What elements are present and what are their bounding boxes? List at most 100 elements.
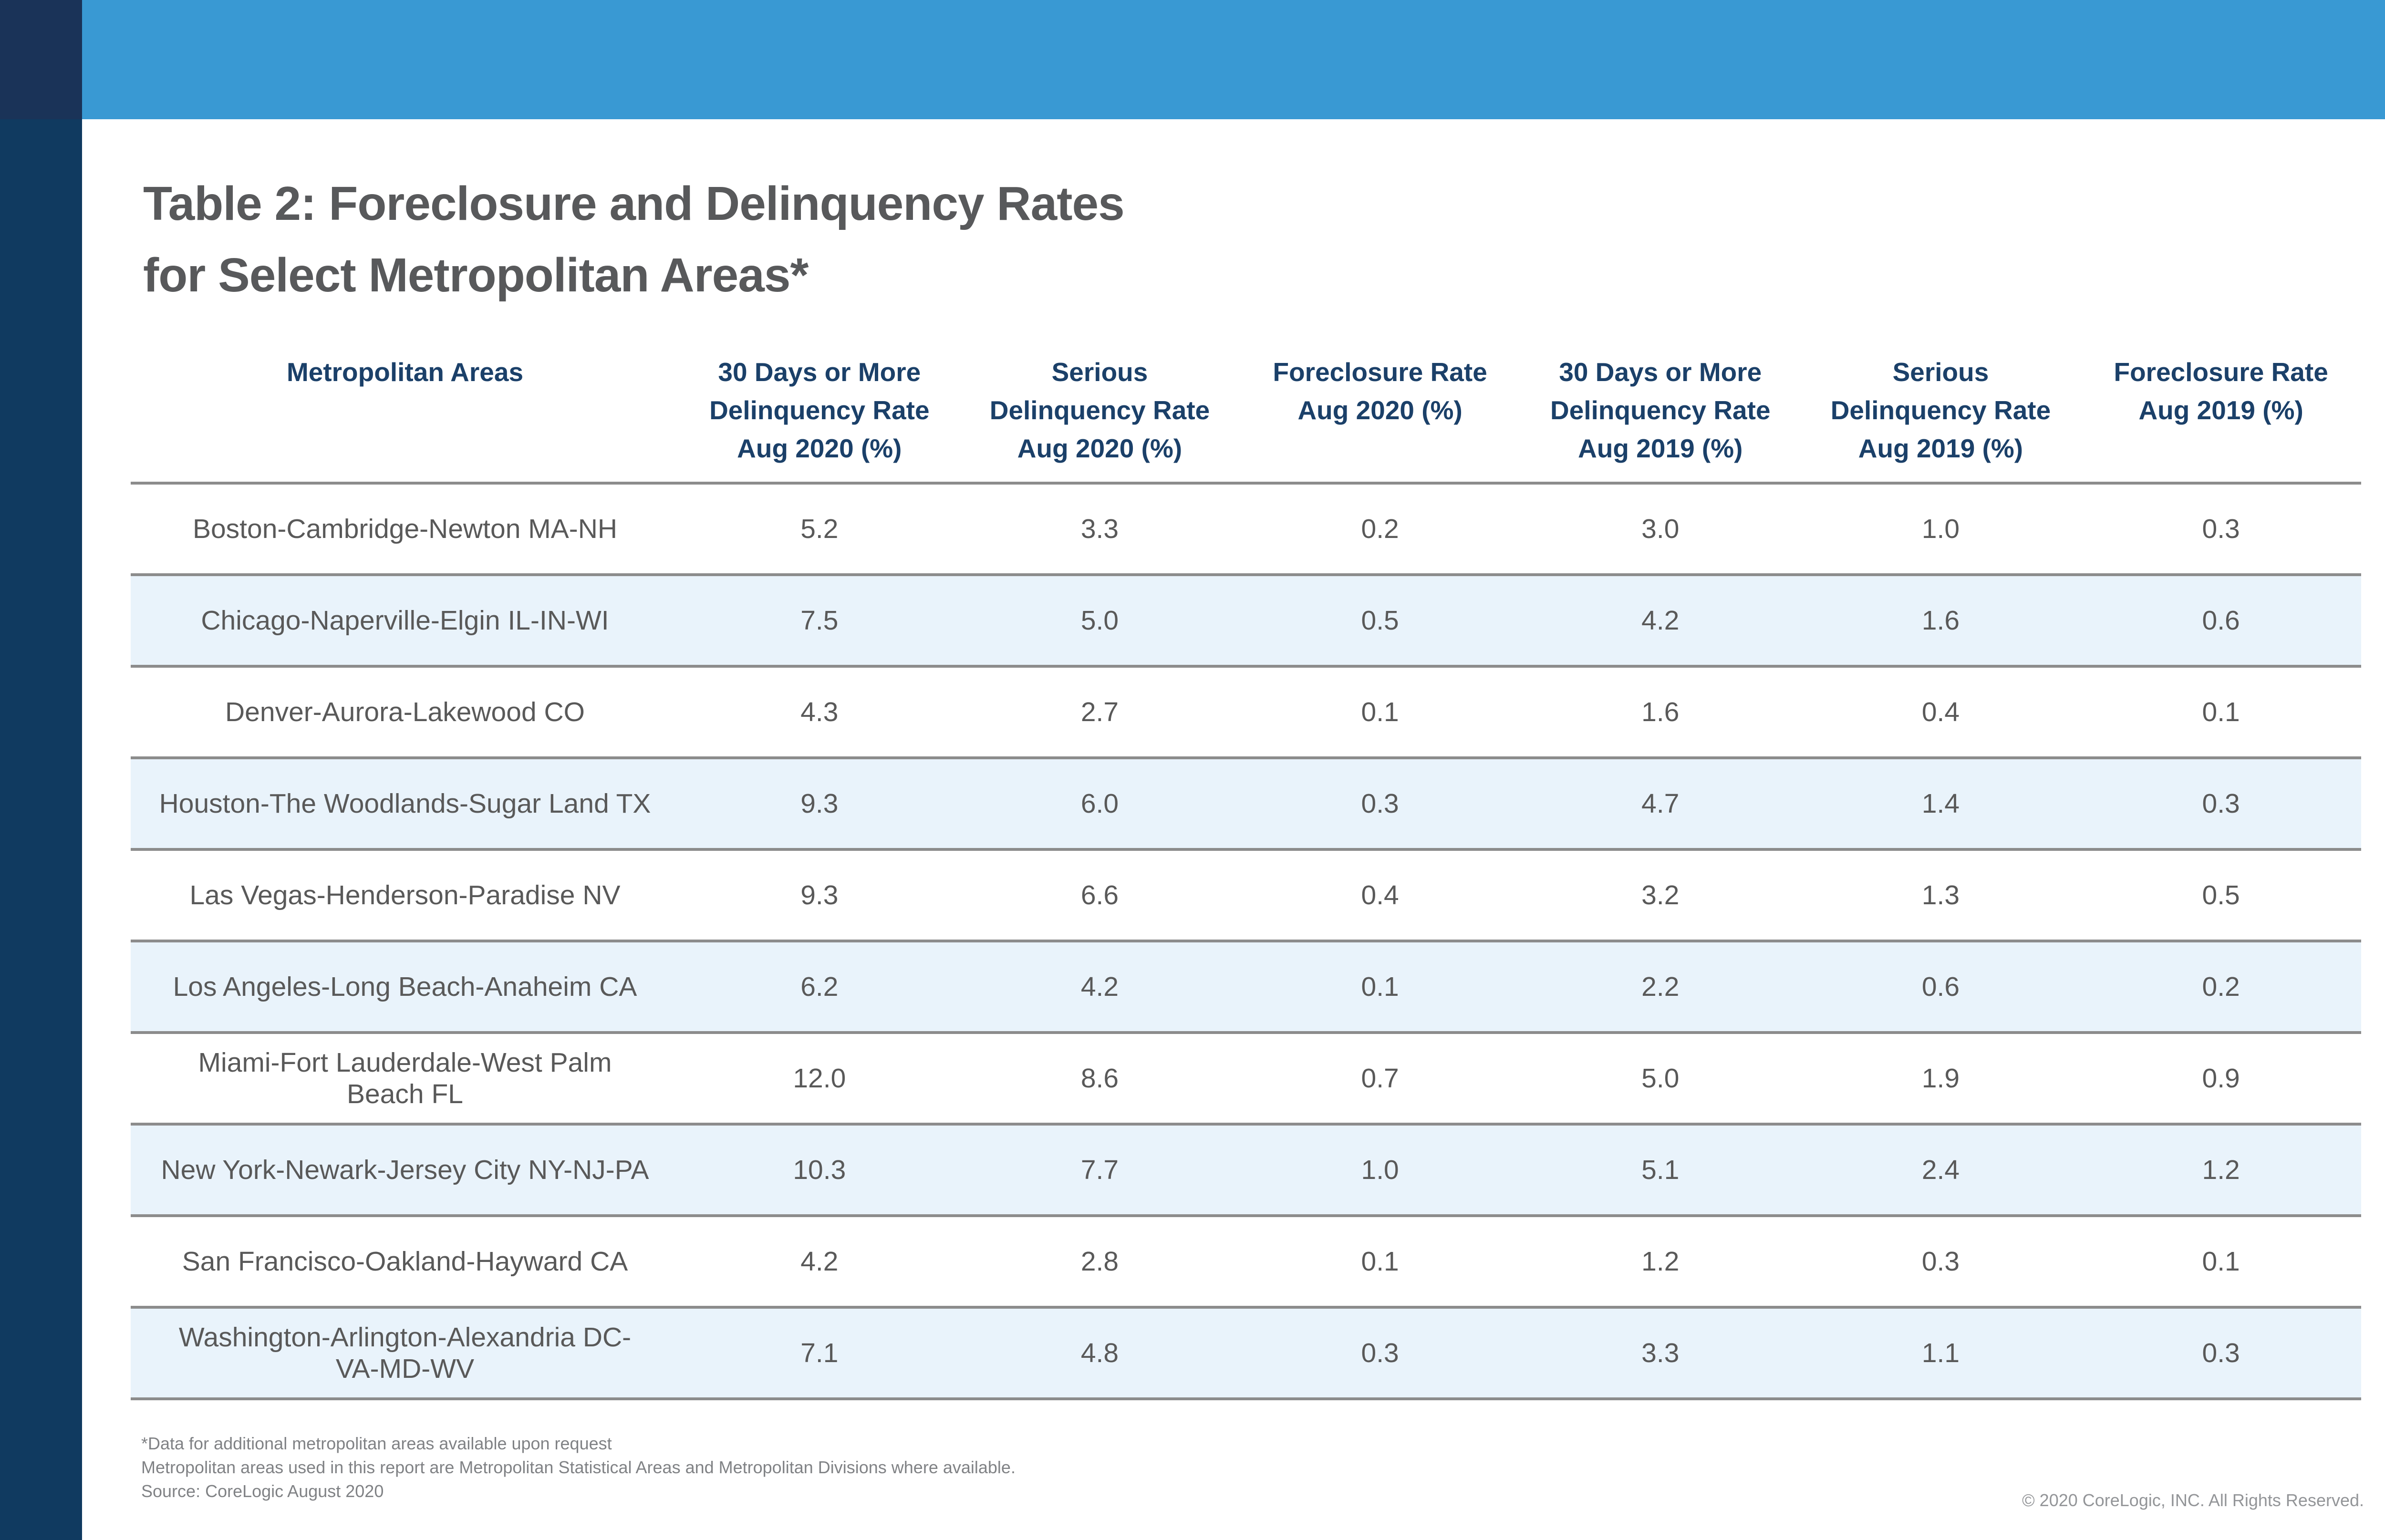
value-cell: 0.6 [1800,941,2081,1034]
rates-table: Metropolitan Areas 30 Days or More Delin… [131,353,2361,1400]
value-cell: 0.3 [2081,1307,2361,1400]
page-title: Table 2: Foreclosure and Delinquency Rat… [143,177,1125,302]
value-cell: 1.1 [1800,1307,2081,1400]
value-cell: 10.3 [679,1124,960,1217]
value-cell: 0.9 [2081,1033,2361,1126]
top-banner [82,0,2385,119]
table-row: Chicago-Naperville-Elgin IL-IN-WI 7.5 5.… [131,575,2361,668]
value-cell: 1.0 [1240,1124,1520,1217]
table-row: San Francisco-Oakland-Hayward CA 4.2 2.8… [131,1216,2361,1309]
column-header-30day-delinquency-2019: 30 Days or More Delinquency Rate Aug 201… [1520,353,1801,485]
value-cell: 3.3 [1520,1307,1801,1400]
left-sidebar-top-segment [0,0,82,119]
table-row: Los Angeles-Long Beach-Anaheim CA 6.2 4.… [131,941,2361,1034]
value-cell: 0.7 [1240,1033,1520,1126]
value-cell: 4.3 [679,666,960,759]
left-sidebar [0,0,82,1540]
value-cell: 0.2 [1240,483,1520,576]
value-cell: 0.1 [1240,666,1520,759]
value-cell: 2.2 [1520,941,1801,1034]
value-cell: 0.2 [2081,941,2361,1034]
value-cell: 4.2 [959,941,1240,1034]
footnote-line: Source: CoreLogic August 2020 [141,1481,384,1501]
value-cell: 0.5 [1240,575,1520,668]
value-cell: 0.3 [1240,758,1520,851]
value-cell: 3.3 [959,483,1240,576]
value-cell: 6.0 [959,758,1240,851]
footnote-line: *Data for additional metropolitan areas … [141,1434,612,1453]
metro-area-cell: Boston-Cambridge-Newton MA-NH [131,483,679,576]
value-cell: 9.3 [679,849,960,942]
value-cell: 8.6 [959,1033,1240,1126]
table-row: Las Vegas-Henderson-Paradise NV 9.3 6.6 … [131,849,2361,942]
value-cell: 7.5 [679,575,960,668]
value-cell: 6.6 [959,849,1240,942]
value-cell: 6.2 [679,941,960,1034]
value-cell: 0.3 [1240,1307,1520,1400]
value-cell: 0.3 [2081,758,2361,851]
value-cell: 1.0 [1800,483,2081,576]
copyright: © 2020 CoreLogic, INC. All Rights Reserv… [2022,1490,2364,1510]
column-header-foreclosure-2020: Foreclosure Rate Aug 2020 (%) [1240,353,1520,485]
column-header-foreclosure-2019: Foreclosure Rate Aug 2019 (%) [2081,353,2361,485]
table-row: Miami-Fort Lauderdale-West Palm Beach FL… [131,1033,2361,1126]
value-cell: 4.7 [1520,758,1801,851]
metro-area-cell: Washington-Arlington-Alexandria DC- VA-M… [131,1307,679,1400]
value-cell: 1.4 [1800,758,2081,851]
metro-area-cell: Houston-The Woodlands-Sugar Land TX [131,758,679,851]
value-cell: 0.5 [2081,849,2361,942]
value-cell: 0.3 [2081,483,2361,576]
value-cell: 4.2 [679,1216,960,1309]
column-header-serious-delinquency-2020: Serious Delinquency Rate Aug 2020 (%) [959,353,1240,485]
value-cell: 5.2 [679,483,960,576]
table-row: Denver-Aurora-Lakewood CO 4.3 2.7 0.1 1.… [131,666,2361,759]
value-cell: 0.3 [1800,1216,2081,1309]
footnote-line: Metropolitan areas used in this report a… [141,1457,1016,1477]
header-row: Metropolitan Areas 30 Days or More Delin… [131,353,2361,485]
value-cell: 1.6 [1800,575,2081,668]
value-cell: 2.4 [1800,1124,2081,1217]
metro-area-cell: Denver-Aurora-Lakewood CO [131,666,679,759]
value-cell: 5.0 [1520,1033,1801,1126]
value-cell: 7.1 [679,1307,960,1400]
value-cell: 1.2 [1520,1216,1801,1309]
value-cell: 5.1 [1520,1124,1801,1217]
value-cell: 4.8 [959,1307,1240,1400]
table-header: Metropolitan Areas 30 Days or More Delin… [131,353,2361,485]
table-row: New York-Newark-Jersey City NY-NJ-PA 10.… [131,1124,2361,1217]
value-cell: 0.1 [2081,1216,2361,1309]
value-cell: 0.1 [2081,666,2361,759]
value-cell: 9.3 [679,758,960,851]
table-row: Houston-The Woodlands-Sugar Land TX 9.3 … [131,758,2361,851]
value-cell: 0.4 [1240,849,1520,942]
metro-area-cell: Las Vegas-Henderson-Paradise NV [131,849,679,942]
value-cell: 4.2 [1520,575,1801,668]
value-cell: 0.1 [1240,1216,1520,1309]
metro-area-cell: Chicago-Naperville-Elgin IL-IN-WI [131,575,679,668]
value-cell: 0.1 [1240,941,1520,1034]
value-cell: 3.0 [1520,483,1801,576]
table-row: Boston-Cambridge-Newton MA-NH 5.2 3.3 0.… [131,483,2361,576]
column-header-30day-delinquency-2020: 30 Days or More Delinquency Rate Aug 202… [679,353,960,485]
value-cell: 3.2 [1520,849,1801,942]
metro-area-cell: Los Angeles-Long Beach-Anaheim CA [131,941,679,1034]
metro-area-cell: Miami-Fort Lauderdale-West Palm Beach FL [131,1033,679,1126]
value-cell: 0.4 [1800,666,2081,759]
metro-area-cell: New York-Newark-Jersey City NY-NJ-PA [131,1124,679,1217]
value-cell: 7.7 [959,1124,1240,1217]
value-cell: 2.7 [959,666,1240,759]
value-cell: 2.8 [959,1216,1240,1309]
value-cell: 12.0 [679,1033,960,1126]
column-header-metropolitan-areas: Metropolitan Areas [131,353,679,485]
table-row: Washington-Arlington-Alexandria DC- VA-M… [131,1307,2361,1400]
metro-area-cell: San Francisco-Oakland-Hayward CA [131,1216,679,1309]
column-header-serious-delinquency-2019: Serious Delinquency Rate Aug 2019 (%) [1800,353,2081,485]
value-cell: 1.2 [2081,1124,2361,1217]
value-cell: 1.3 [1800,849,2081,942]
value-cell: 1.6 [1520,666,1801,759]
value-cell: 5.0 [959,575,1240,668]
value-cell: 1.9 [1800,1033,2081,1126]
footnotes: *Data for additional metropolitan areas … [141,1432,1016,1503]
value-cell: 0.6 [2081,575,2361,668]
